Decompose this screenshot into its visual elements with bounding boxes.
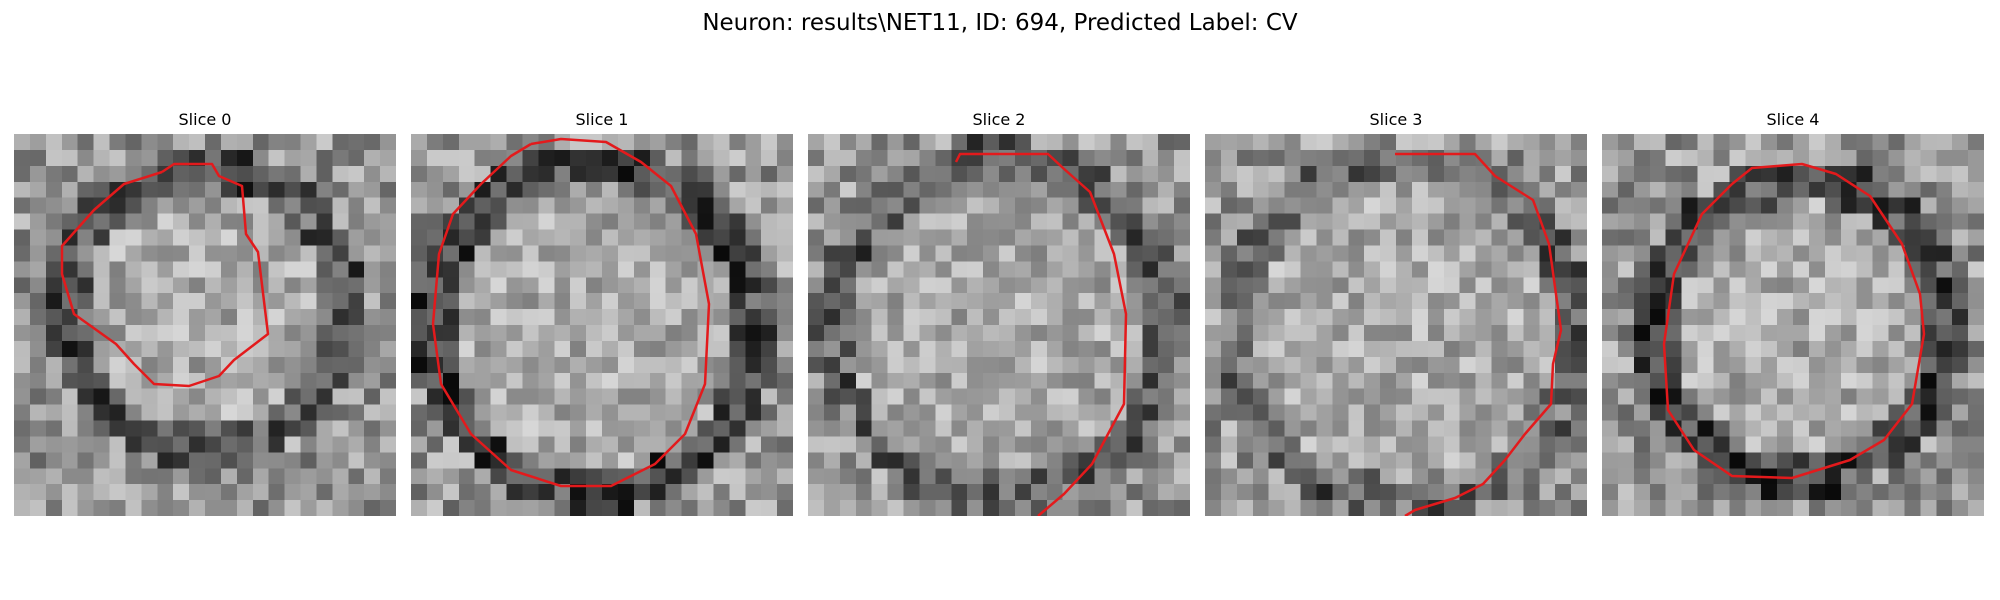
slice-title: Slice 3: [1369, 110, 1423, 129]
cell-contour: [1395, 152, 1563, 516]
slice-panel-1: Slice 1: [411, 110, 793, 516]
slice-title: Slice 4: [1766, 110, 1820, 129]
cell-contour: [60, 162, 270, 388]
cell-contour: [954, 152, 1128, 516]
slice-panel-2: Slice 2: [808, 110, 1190, 516]
cell-contour: [431, 137, 711, 488]
slice-image: [411, 134, 793, 516]
slice-image: [14, 134, 396, 516]
cell-contour: [1662, 162, 1926, 480]
slice-panel-3: Slice 3: [1205, 110, 1587, 516]
slice-panel-4: Slice 4: [1602, 110, 1984, 516]
slice-title: Slice 0: [178, 110, 232, 129]
figure-title: Neuron: results\NET11, ID: 694, Predicte…: [702, 10, 1298, 36]
slice-image: [1205, 134, 1587, 516]
slice-title: Slice 1: [575, 110, 629, 129]
slice-title: Slice 2: [972, 110, 1026, 129]
slice-panel-0: Slice 0: [14, 110, 396, 516]
